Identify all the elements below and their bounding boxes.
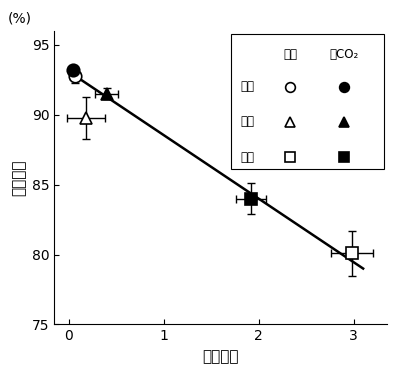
Text: 対照: 対照 [283, 48, 297, 61]
Text: 基肥: 基肥 [240, 80, 255, 93]
Text: 多肥: 多肥 [240, 151, 255, 164]
Text: (%): (%) [8, 11, 32, 25]
Text: 慣行: 慣行 [240, 116, 255, 128]
FancyBboxPatch shape [230, 34, 384, 169]
X-axis label: 倒伏程度: 倒伏程度 [202, 349, 239, 364]
Y-axis label: 登熟歩合: 登熟歩合 [11, 159, 26, 196]
Text: 高CO₂: 高CO₂ [329, 48, 358, 61]
